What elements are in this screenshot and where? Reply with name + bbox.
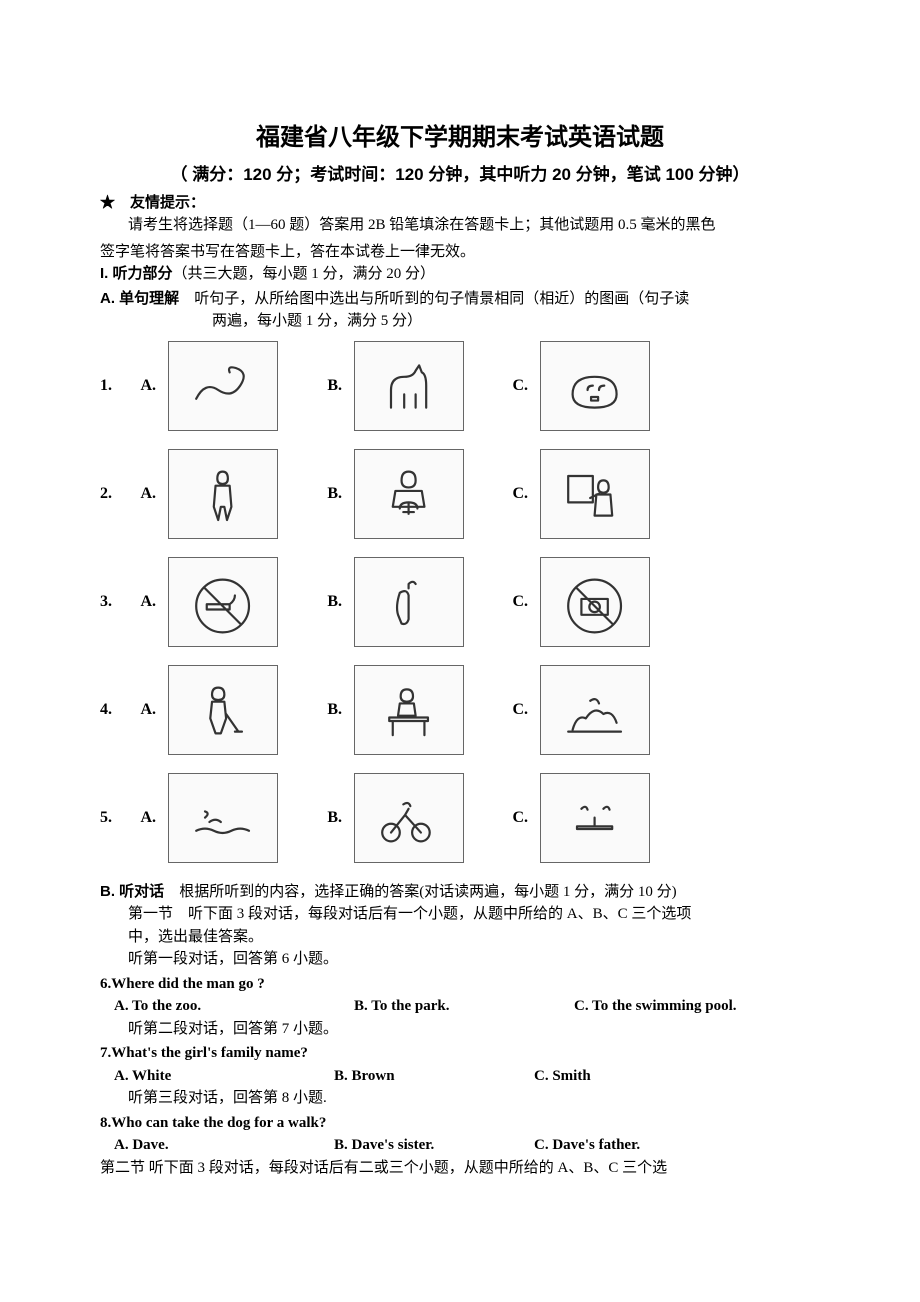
picture-row: 3. A. B. C. — [100, 557, 820, 647]
option-a-label: A. — [136, 374, 156, 398]
question-number: 5. — [100, 806, 124, 830]
option-a-image — [168, 341, 278, 431]
option-b-label: B. — [322, 482, 342, 506]
option-c-image — [540, 557, 650, 647]
q8-options: A. Dave. B. Dave's sister. C. Dave's fat… — [114, 1134, 820, 1157]
part-b-sec1b: 中，选出最佳答案。 — [128, 926, 820, 949]
part-a-detail: 听句子，从所给图中选出与所听到的句子情景相同（相近）的图画（句子读 — [194, 291, 689, 307]
option-c-image — [540, 449, 650, 539]
option-a-image — [168, 773, 278, 863]
option-b-image — [354, 773, 464, 863]
option-b-label: B. — [322, 374, 342, 398]
picture-row: 1. A. B. C. — [100, 341, 820, 431]
question-number: 3. — [100, 590, 124, 614]
q7-options: A. White B. Brown C. Smith — [114, 1065, 820, 1088]
q8-text: 8.Who can take the dog for a walk? — [100, 1112, 820, 1135]
q8-opt-b: B. Dave's sister. — [334, 1134, 534, 1157]
option-c-label: C. — [508, 482, 528, 506]
hint-line2: 签字笔将答案书写在答题卡上，答在本试卷上一律无效。 — [100, 241, 820, 264]
option-c-label: C. — [508, 698, 528, 722]
star-icon: ★ — [100, 194, 115, 211]
option-c-label: C. — [508, 590, 528, 614]
q8-opt-c: C. Dave's father. — [534, 1134, 820, 1157]
option-b-label: B. — [322, 698, 342, 722]
section-i-label: I. 听力部分 — [100, 265, 173, 282]
hint-block: ★ 友情提示： 请考生将选择题（1—60 题）答案用 2B 铅笔填涂在答题卡上；… — [100, 192, 820, 264]
question-number: 2. — [100, 482, 124, 506]
q7-opt-a: A. White — [114, 1065, 334, 1088]
option-b-image — [354, 665, 464, 755]
option-c-image — [540, 665, 650, 755]
part-b-sec2: 第二节 听下面 3 段对话，每段对话后有二或三个小题，从题中所给的 A、B、C … — [100, 1157, 820, 1180]
option-a-label: A. — [136, 698, 156, 722]
option-a-image — [168, 665, 278, 755]
part-b-detail: 根据所听到的内容，选择正确的答案(对话读两遍，每小题 1 分，满分 10 分) — [179, 884, 677, 900]
option-a-image — [168, 449, 278, 539]
hint-line1: 请考生将选择题（1—60 题）答案用 2B 铅笔填涂在答题卡上；其他试题用 0.… — [128, 214, 820, 237]
option-b-label: B. — [322, 806, 342, 830]
option-c-label: C. — [508, 374, 528, 398]
dialog3-intro: 听第三段对话，回答第 8 小题. — [128, 1087, 820, 1110]
dialog1-intro: 听第一段对话，回答第 6 小题。 — [128, 948, 820, 971]
question-number: 4. — [100, 698, 124, 722]
page-subtitle: （ 满分：120 分；考试时间：120 分钟，其中听力 20 分钟，笔试 100… — [100, 162, 820, 188]
part-a-label: A. 单句理解 — [100, 290, 179, 307]
part-b-label: B. 听对话 — [100, 883, 164, 900]
option-a-image — [168, 557, 278, 647]
picture-row: 2. A. B. C. — [100, 449, 820, 539]
section-i-detail: （共三大题，每小题 1 分，满分 20 分） — [173, 266, 436, 282]
picture-grid: 1. A. B. C. 2. A. B. C. 3. A. B. C. 4. A… — [100, 341, 820, 863]
option-b-image — [354, 341, 464, 431]
part-b-sec1: 第一节 听下面 3 段对话，每段对话后有一个小题，从题中所给的 A、B、C 三个… — [128, 903, 820, 926]
option-c-image — [540, 341, 650, 431]
part-b-header: B. 听对话 根据所听到的内容，选择正确的答案(对话读两遍，每小题 1 分，满分… — [100, 881, 820, 904]
section-i-header: I. 听力部分（共三大题，每小题 1 分，满分 20 分） — [100, 263, 820, 286]
q7-opt-c: C. Smith — [534, 1065, 820, 1088]
dialog2-intro: 听第二段对话，回答第 7 小题。 — [128, 1018, 820, 1041]
option-b-image — [354, 449, 464, 539]
picture-row: 4. A. B. C. — [100, 665, 820, 755]
q7-text: 7.What's the girl's family name? — [100, 1042, 820, 1065]
q6-text: 6.Where did the man go ? — [100, 973, 820, 996]
option-a-label: A. — [136, 590, 156, 614]
question-number: 1. — [100, 374, 124, 398]
option-c-image — [540, 773, 650, 863]
q6-opt-b: B. To the park. — [354, 995, 574, 1018]
option-c-label: C. — [508, 806, 528, 830]
q6-opt-c: C. To the swimming pool. — [574, 995, 820, 1018]
picture-row: 5. A. B. C. — [100, 773, 820, 863]
option-a-label: A. — [136, 806, 156, 830]
part-a-detail2: 两遍，每小题 1 分，满分 5 分） — [212, 310, 820, 333]
q7-opt-b: B. Brown — [334, 1065, 534, 1088]
part-a-header: A. 单句理解 听句子，从所给图中选出与所听到的句子情景相同（相近）的图画（句子… — [100, 288, 820, 311]
q6-options: A. To the zoo. B. To the park. C. To the… — [114, 995, 820, 1018]
option-a-label: A. — [136, 482, 156, 506]
q8-opt-a: A. Dave. — [114, 1134, 334, 1157]
page-title: 福建省八年级下学期期末考试英语试题 — [100, 120, 820, 156]
hint-label: 友情提示： — [130, 194, 205, 211]
option-b-image — [354, 557, 464, 647]
q6-opt-a: A. To the zoo. — [114, 995, 354, 1018]
option-b-label: B. — [322, 590, 342, 614]
